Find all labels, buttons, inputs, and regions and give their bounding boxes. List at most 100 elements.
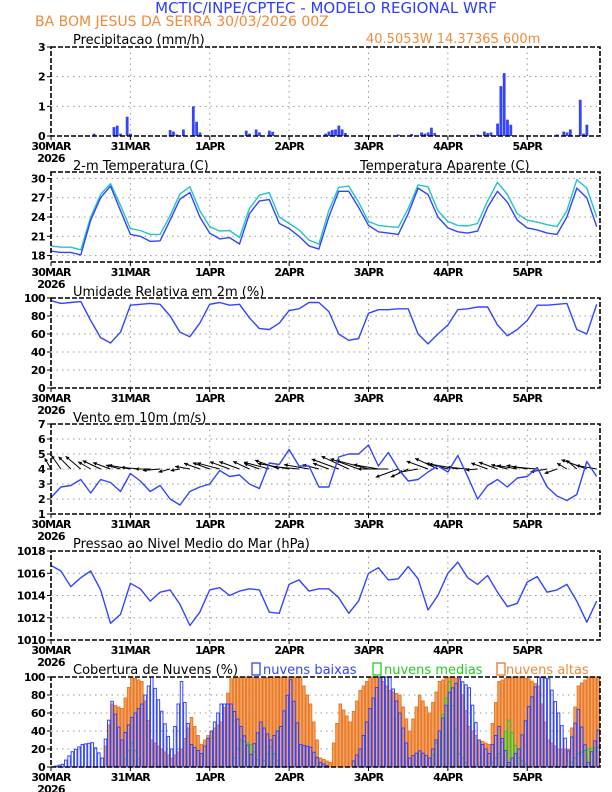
low-cloud-bar xyxy=(216,712,220,768)
y-tick-label: 2 xyxy=(38,71,45,84)
wind-arrow-shaft xyxy=(209,461,230,470)
rh-line xyxy=(50,300,598,345)
mid-cloud-legend-swatch xyxy=(372,662,382,676)
y-tick-label: 1012 xyxy=(17,612,45,625)
y-tick-label: 100 xyxy=(24,292,46,305)
wind-arrow-head xyxy=(390,473,395,478)
wind-arrow-head xyxy=(82,460,87,464)
wind-arrow-shaft xyxy=(561,459,587,470)
wind-arrow-head xyxy=(273,465,278,469)
wind-arrow xyxy=(561,459,587,470)
low-cloud-bar xyxy=(398,712,402,768)
wind-arrow-head xyxy=(93,462,97,466)
precip-bar xyxy=(337,125,341,136)
wind-arrow xyxy=(330,458,359,470)
y-tick-label: 20 xyxy=(31,743,46,756)
pressure-panel: 1010 1012 1014 1016 1018 30MAR 31MAR 1APR 2APR 3A… xyxy=(17,545,601,669)
y-tick-label: 1018 xyxy=(17,545,45,558)
low-cloud-bar xyxy=(67,755,71,768)
low-cloud-bar xyxy=(278,726,283,768)
wind-arrow xyxy=(175,465,190,470)
wind-arrow-head xyxy=(357,467,362,471)
x-tick-label: 2APR xyxy=(274,266,305,279)
precip-bar xyxy=(267,130,271,136)
precip-bar xyxy=(195,121,199,136)
wind-arrow-head xyxy=(557,463,562,467)
high-cloud-bar xyxy=(351,711,356,768)
high-cloud-bar xyxy=(338,703,343,768)
low-cloud-bar xyxy=(454,682,458,768)
wind-arrow xyxy=(375,468,399,478)
x-tick-label: 2APR xyxy=(274,518,305,531)
x-tick-label: 31MAR xyxy=(111,266,152,279)
wind-arrow-head xyxy=(353,463,358,468)
precip-bar xyxy=(115,125,119,136)
wind-arrow-head xyxy=(497,464,501,468)
y-tick-label: 5 xyxy=(38,448,45,461)
clouds-frame xyxy=(50,676,601,768)
wind-arrow xyxy=(192,462,210,470)
precip-bar xyxy=(496,123,499,136)
wind-arrow xyxy=(232,460,250,470)
pressure-line xyxy=(50,561,598,627)
wind-arrow xyxy=(575,464,597,470)
wind-arrow-head xyxy=(313,462,317,467)
y-tick-label: 60 xyxy=(31,328,46,341)
wind-arrow xyxy=(390,468,409,478)
wind-arrow xyxy=(170,468,181,472)
low-cloud-bar xyxy=(166,735,171,768)
wind-arrow-head xyxy=(284,463,288,468)
low-cloud-bar xyxy=(285,694,290,768)
low-cloud-bar xyxy=(90,742,94,768)
wind-arrow-head xyxy=(255,459,259,464)
wind-speed-line xyxy=(50,444,598,506)
low-cloud-bar xyxy=(80,744,85,768)
precip-panel: 0 1 2 3 30MAR 31MAR 1APR 2APR 3APR 4APR 5APR 2026 xyxy=(31,41,601,165)
low-cloud-bar xyxy=(566,750,571,768)
precip-bar xyxy=(271,131,275,136)
wind-arrow-shaft xyxy=(375,468,399,478)
precip-bar xyxy=(420,132,423,136)
x-tick-label: 5APR xyxy=(512,392,543,405)
wind-arrow-head xyxy=(506,464,511,468)
wind-arrow xyxy=(183,462,200,470)
low-cloud-bar xyxy=(97,752,101,768)
wind-arrow-head xyxy=(415,458,420,462)
x-tick-label: 5APR xyxy=(512,140,543,153)
x-tick-label: 31MAR xyxy=(111,518,152,531)
x-tick-label: 3APR xyxy=(354,644,385,657)
wind-arrow-shaft xyxy=(108,464,131,470)
x-tick-label: 31MAR xyxy=(111,644,152,657)
low-cloud-bar xyxy=(146,685,151,768)
wind-arrow xyxy=(158,468,171,473)
mid-cloud-legend-label: nuvens medias xyxy=(384,663,483,678)
low-cloud-bar xyxy=(384,676,389,768)
wind-arrow-shaft xyxy=(335,459,369,470)
low-cloud-bar xyxy=(209,730,214,768)
precip-bar xyxy=(112,127,116,136)
wind-arrow xyxy=(284,463,310,470)
y-tick-label: 2 xyxy=(38,493,45,506)
wind-arrow-shaft xyxy=(575,464,597,470)
precip-bar xyxy=(562,131,566,136)
wind-arrow-head xyxy=(197,462,201,466)
y-tick-label: 1 xyxy=(38,100,45,113)
precip-bar xyxy=(168,130,172,136)
wind-arrow xyxy=(512,465,538,470)
x-tick-label: 4APR xyxy=(433,771,464,784)
x-tick-label: 3APR xyxy=(354,266,385,279)
low-cloud-bar xyxy=(404,742,409,768)
low-cloud-bar xyxy=(83,743,88,768)
wind-arrow-head xyxy=(321,456,326,460)
x-tick-label: 30MAR xyxy=(31,140,72,153)
wind-arrow-head xyxy=(375,474,380,478)
wind-arrow-head xyxy=(192,462,197,466)
wind-arrow xyxy=(321,455,349,470)
low-cloud-bar xyxy=(579,726,584,768)
wind-arrow xyxy=(465,467,478,472)
x-tick-label: 3APR xyxy=(354,518,385,531)
high-cloud-bar xyxy=(331,742,336,768)
wind-arrow-head xyxy=(244,462,249,467)
wind-arrow-head xyxy=(170,468,175,472)
precip-bar xyxy=(129,133,132,136)
